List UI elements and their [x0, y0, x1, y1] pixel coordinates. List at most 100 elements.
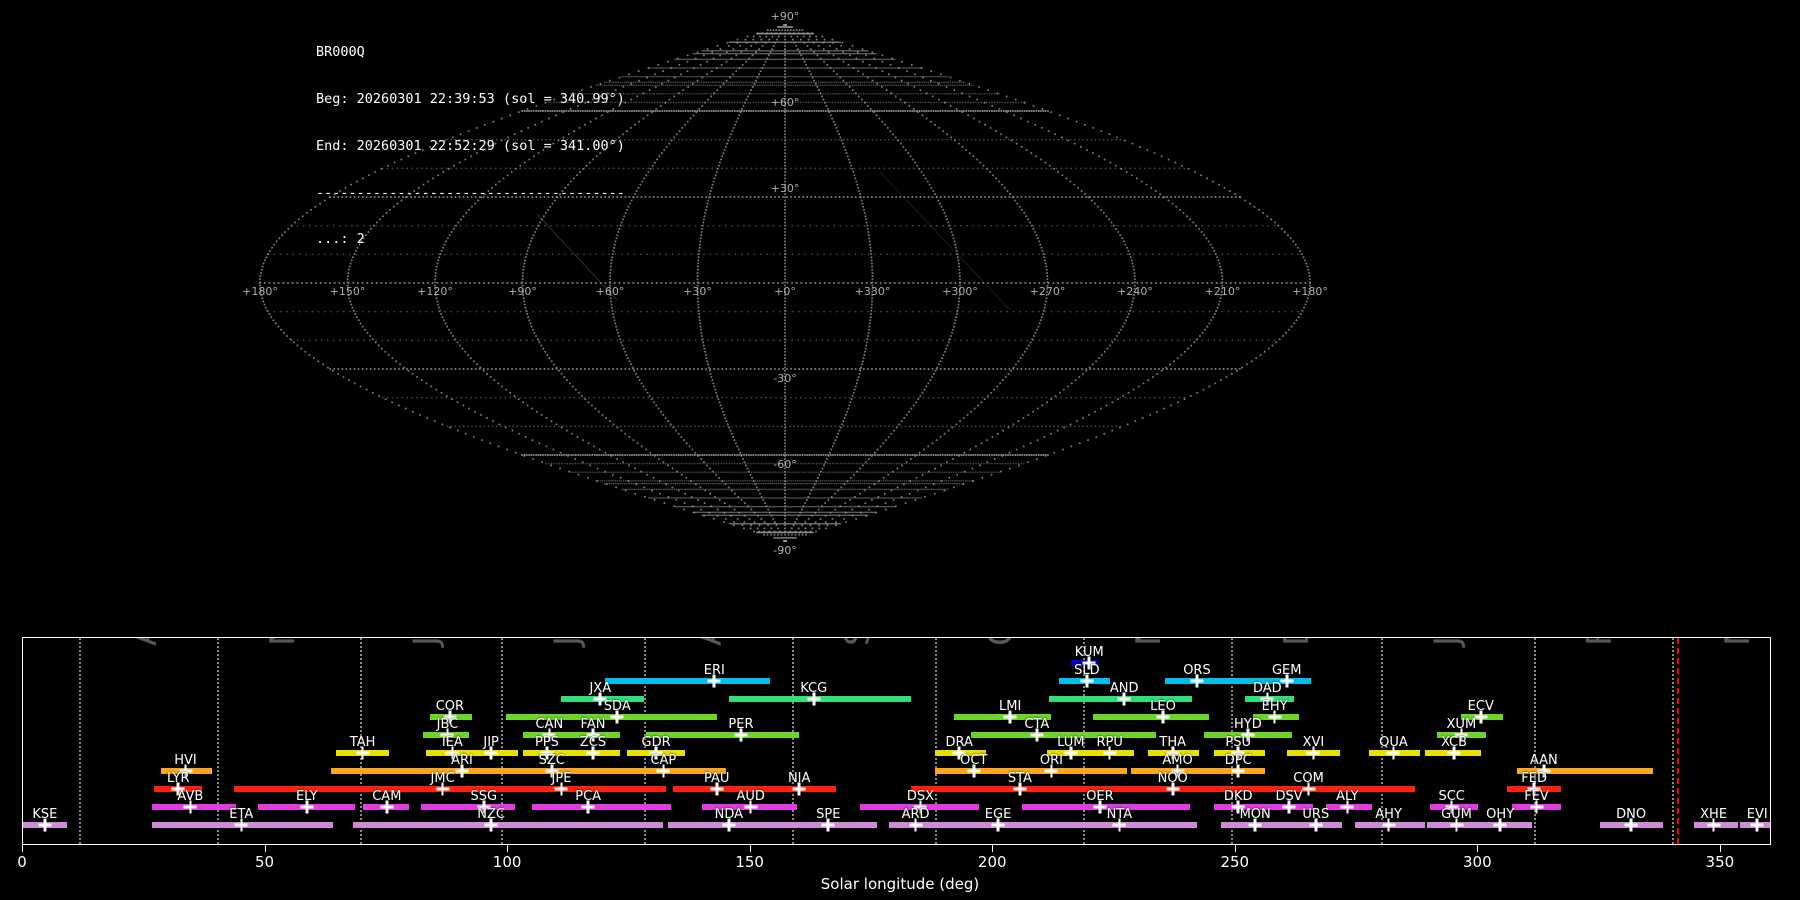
shower-bar-urs[interactable]: [1286, 822, 1343, 828]
shower-bar-xvi[interactable]: [1286, 750, 1341, 756]
shower-label-pau: PAU: [703, 771, 730, 786]
shower-label-lum: LUM: [1057, 735, 1085, 750]
shower-bar-nia[interactable]: [765, 786, 836, 792]
shower-bar-jmc[interactable]: [234, 786, 577, 792]
ra-tick-label: +30°: [683, 285, 712, 298]
shower-label-ely: ELY: [295, 789, 318, 804]
shower-bar-dno[interactable]: [1599, 822, 1663, 828]
shower-bar-ohy[interactable]: [1473, 822, 1532, 828]
shower-label-sld: SLD: [1074, 663, 1100, 678]
month-label-oct: OCT: [981, 638, 1021, 646]
shower-bar-fev[interactable]: [1512, 804, 1561, 810]
shower-bar-nta[interactable]: [1051, 822, 1197, 828]
header-divider: --------------------------------------: [316, 184, 625, 201]
shower-label-ard: ARD: [901, 807, 930, 822]
shower-bar-jpe[interactable]: [532, 786, 666, 792]
shower-label-gdr: GDR: [641, 735, 671, 750]
shower-label-dsx: DSX: [906, 789, 935, 804]
ra-tick-label: +120°: [417, 285, 453, 298]
shower-bar-kcg[interactable]: [728, 696, 911, 702]
dec-tick-label: -90°: [773, 544, 796, 557]
shower-label-dad: DAD: [1252, 681, 1282, 696]
shower-label-nzc: NZC: [477, 807, 505, 822]
shower-bar-eri[interactable]: [605, 678, 771, 684]
shower-bar-nzc[interactable]: [352, 822, 664, 828]
shower-bar-zcs[interactable]: [568, 750, 620, 756]
x-axis-tick-label: 200: [977, 853, 1007, 871]
shower-bar-xcb[interactable]: [1424, 750, 1481, 756]
ra-tick-label: +330°: [855, 285, 891, 298]
shower-label-hyd: HYD: [1234, 717, 1262, 732]
shower-bar-tah[interactable]: [335, 750, 390, 756]
shower-bar-ahy[interactable]: [1354, 822, 1425, 828]
shower-bar-jxa[interactable]: [561, 696, 644, 702]
shower-label-tha: THA: [1159, 735, 1187, 750]
month-label-jun: JUN: [406, 638, 446, 646]
observation-header: BR000Q Beg: 20260301 22:39:53 (sol = 340…: [316, 14, 625, 279]
shower-label-jbc: JBC: [436, 717, 459, 732]
shower-bar-mon[interactable]: [1221, 822, 1297, 828]
shower-label-cor: COR: [435, 699, 465, 714]
shower-bar-kse[interactable]: [23, 822, 67, 828]
shower-bar-cam[interactable]: [362, 804, 409, 810]
shower-label-evi: EVI: [1746, 807, 1768, 822]
shower-label-xcb: XCB: [1441, 735, 1468, 750]
ra-tick-label: +240°: [1117, 285, 1153, 298]
shower-bar-jip[interactable]: [466, 750, 518, 756]
shower-label-cta: CTA: [1024, 717, 1050, 732]
shower-label-dpc: DPC: [1224, 753, 1252, 768]
shower-label-kse: KSE: [32, 807, 58, 822]
shower-bar-lmi[interactable]: [954, 714, 1052, 720]
month-separator: [217, 638, 220, 844]
ra-tick-label: +270°: [1030, 285, 1066, 298]
shower-bar-ssg[interactable]: [420, 804, 516, 810]
month-separator: [1230, 638, 1233, 844]
shower-bar-eta[interactable]: [151, 822, 334, 828]
shower-bar-spe[interactable]: [777, 822, 877, 828]
month-separator: [935, 638, 937, 844]
shower-bar-aly[interactable]: [1325, 804, 1372, 810]
shower-bar-pca[interactable]: [532, 804, 671, 810]
shower-bar-nda[interactable]: [668, 822, 785, 828]
shower-bar-noo[interactable]: [1119, 786, 1210, 792]
month-label-nov: NOV: [1129, 638, 1169, 646]
shower-label-jmc: JMC: [430, 771, 455, 786]
ra-tick-label: +90°: [508, 285, 537, 298]
shower-label-pca: PCA: [575, 789, 602, 804]
shower-bar-avb[interactable]: [151, 804, 237, 810]
header-end: End: 20260301 22:52:29 (sol = 341.00°): [316, 137, 625, 154]
x-axis-tick: [1477, 845, 1479, 852]
shower-bar-qua[interactable]: [1369, 750, 1421, 756]
x-axis-tick: [749, 845, 751, 852]
shower-label-ege: EGE: [984, 807, 1012, 822]
dec-tick-label: -60°: [773, 458, 796, 471]
shower-bar-ege[interactable]: [954, 822, 1052, 828]
shower-bar-leo[interactable]: [1092, 714, 1210, 720]
shower-activity-timeline[interactable]: APR MAY JUN JUL AUG SEP OCT NOV DEC JAN FEB MAR KUM E…: [22, 637, 1771, 845]
x-axis-tick: [264, 845, 266, 852]
shower-bar-evi[interactable]: [1740, 822, 1770, 828]
x-axis-tick-label: 350: [1705, 853, 1735, 871]
shower-bar-per[interactable]: [646, 732, 800, 738]
shower-label-jip: JIP: [483, 735, 499, 750]
x-axis-tick: [992, 845, 994, 852]
shower-bar-xhe[interactable]: [1694, 822, 1738, 828]
shower-label-ari: ARI: [451, 753, 473, 768]
ra-tick-label: +180°: [1292, 285, 1328, 298]
shower-bar-rpu[interactable]: [1087, 750, 1134, 756]
shower-bar-ard[interactable]: [888, 822, 955, 828]
shower-bar-dpc[interactable]: [1213, 768, 1265, 774]
x-axis-label: Solar longitude (deg): [820, 875, 980, 893]
ra-tick-label: +60°: [596, 285, 625, 298]
shower-label-xum: XUM: [1446, 717, 1477, 732]
shower-bar-sld[interactable]: [1058, 678, 1110, 684]
shower-label-spe: SPE: [816, 807, 841, 822]
shower-bar-aan[interactable]: [1517, 768, 1653, 774]
shower-bar-gem[interactable]: [1233, 678, 1311, 684]
shower-label-per: PER: [728, 717, 754, 732]
shower-bar-cta[interactable]: [971, 732, 1156, 738]
shower-label-gum: GUM: [1441, 807, 1472, 822]
shower-bar-ely[interactable]: [258, 804, 356, 810]
shower-bar-ors[interactable]: [1165, 678, 1241, 684]
shower-label-aly: ALY: [1336, 789, 1359, 804]
